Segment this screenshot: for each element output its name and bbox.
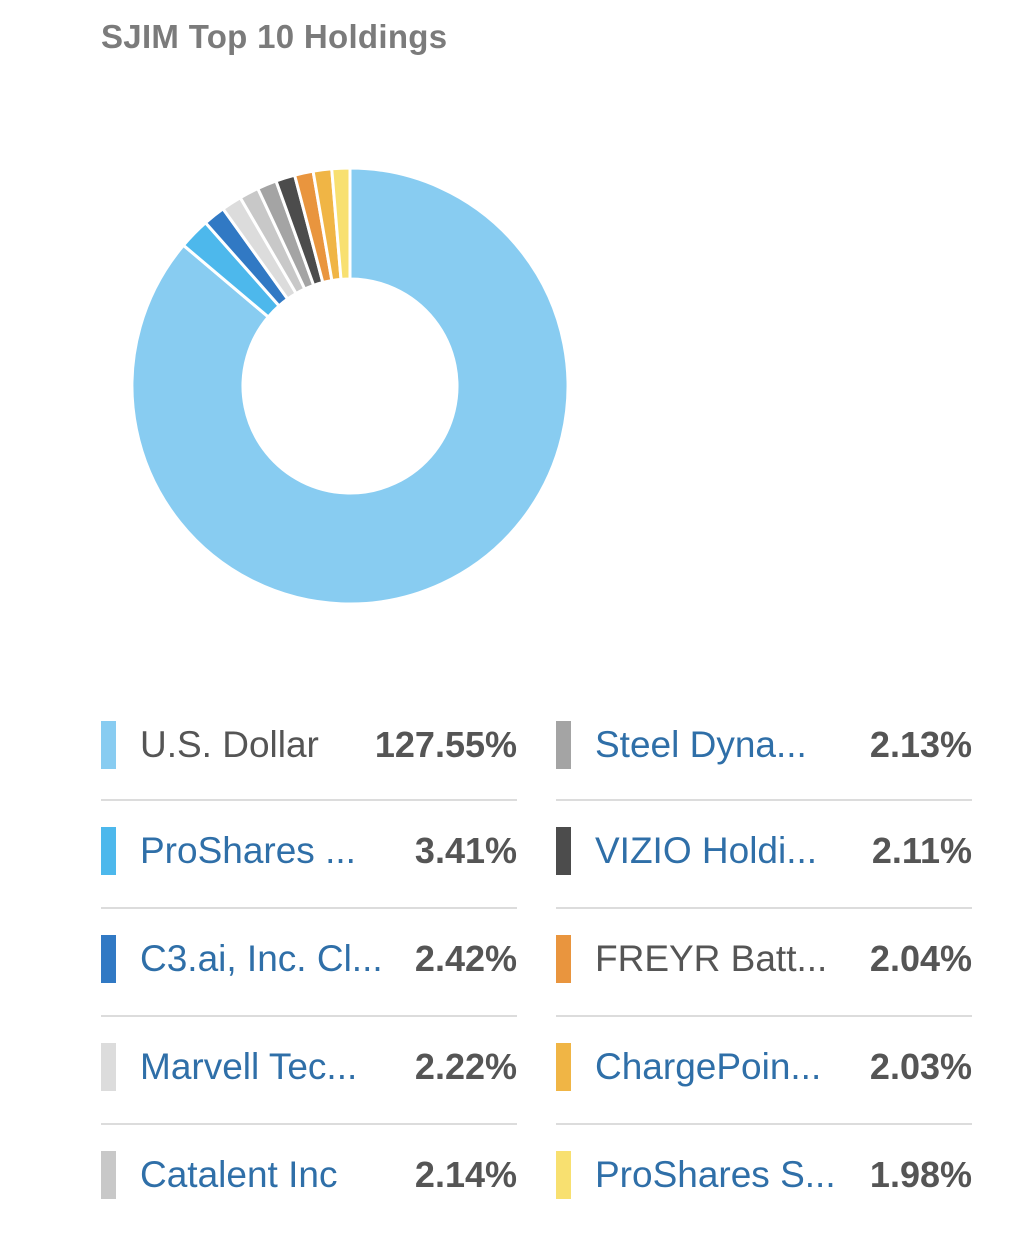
legend-name: FREYR Batt... xyxy=(595,938,828,979)
legend-name[interactable]: ProShares S... xyxy=(595,1154,836,1195)
legend-item[interactable]: Marvell Tec... 2.22% xyxy=(101,1017,517,1125)
legend-swatch xyxy=(556,1043,571,1091)
legend-column-right: Steel Dyna... 2.13% VIZIO Holdi... 2.11%… xyxy=(556,695,972,1233)
legend-swatch xyxy=(101,1043,116,1091)
legend-item[interactable]: Steel Dyna... 2.13% xyxy=(556,695,972,801)
legend-swatch xyxy=(101,721,116,769)
legend-value: 2.11% xyxy=(871,830,972,871)
legend-item[interactable]: ChargePoin... 2.03% xyxy=(556,1017,972,1125)
legend-item[interactable]: C3.ai, Inc. Cl... 2.42% xyxy=(101,909,517,1017)
legend-swatch xyxy=(556,721,571,769)
chart-title: SJIM Top 10 Holdings xyxy=(101,18,448,55)
legend-name[interactable]: ChargePoin... xyxy=(595,1046,822,1087)
donut-slice[interactable] xyxy=(130,166,570,606)
legend-swatch xyxy=(101,827,116,875)
legend-value: 2.03% xyxy=(869,1046,972,1087)
donut-slice[interactable] xyxy=(330,166,352,281)
legend-item[interactable]: FREYR Batt... 2.04% xyxy=(556,909,972,1017)
legend-value: 127.55% xyxy=(374,724,517,765)
legend-value: 2.14% xyxy=(414,1154,517,1195)
legend-swatch xyxy=(101,1151,116,1199)
legend-swatch xyxy=(556,935,571,983)
legend-swatch xyxy=(556,827,571,875)
legend-item[interactable]: Catalent Inc 2.14% xyxy=(101,1125,517,1233)
legend-name: U.S. Dollar xyxy=(140,724,319,765)
legend-name[interactable]: ProShares ... xyxy=(140,830,356,871)
legend-name[interactable]: Marvell Tec... xyxy=(140,1046,358,1087)
legend-value: 2.22% xyxy=(414,1046,517,1087)
legend-value: 3.41% xyxy=(414,830,517,871)
donut-chart xyxy=(130,166,570,606)
legend-item[interactable]: ProShares S... 1.98% xyxy=(556,1125,972,1233)
legend-value: 2.13% xyxy=(869,724,972,765)
legend-column-left: U.S. Dollar 127.55% ProShares ... 3.41% … xyxy=(101,695,517,1233)
legend-item[interactable]: U.S. Dollar 127.55% xyxy=(101,695,517,801)
legend-item[interactable]: ProShares ... 3.41% xyxy=(101,801,517,909)
legend-value: 2.04% xyxy=(869,938,972,979)
legend-name[interactable]: VIZIO Holdi... xyxy=(595,830,818,871)
legend-value: 1.98% xyxy=(869,1154,972,1195)
legend-name[interactable]: C3.ai, Inc. Cl... xyxy=(140,938,383,979)
legend-name[interactable]: Catalent Inc xyxy=(140,1154,338,1195)
legend-swatch xyxy=(101,935,116,983)
legend-item[interactable]: VIZIO Holdi... 2.11% xyxy=(556,801,972,909)
legend-value: 2.42% xyxy=(414,938,517,979)
legend-swatch xyxy=(556,1151,571,1199)
legend-name[interactable]: Steel Dyna... xyxy=(595,724,807,765)
